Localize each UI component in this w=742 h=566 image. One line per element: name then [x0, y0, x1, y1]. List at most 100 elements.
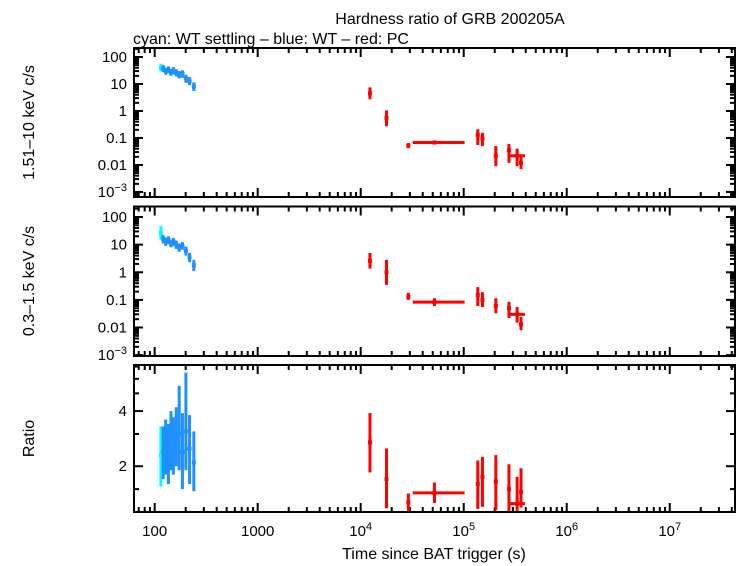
x-tick-label: 105	[452, 521, 475, 540]
data-point	[519, 322, 524, 327]
data-point	[506, 487, 511, 492]
data-point	[432, 140, 437, 145]
series-red	[367, 252, 525, 331]
panel-frame	[133, 47, 736, 198]
y-tick-label: 4	[119, 403, 127, 420]
data-point	[161, 66, 166, 71]
data-point	[183, 76, 188, 81]
data-point	[191, 84, 196, 89]
data-point	[191, 263, 196, 268]
chart-legend-line: cyan: WT settling – blue: WT – red: PC	[133, 31, 409, 48]
y-tick-label: 0.1	[106, 130, 127, 147]
data-point	[177, 72, 182, 77]
panel-frame	[133, 364, 736, 513]
data-point	[515, 312, 520, 317]
data-point	[158, 65, 163, 70]
data-point	[158, 453, 163, 458]
data-point	[168, 70, 173, 75]
y-axis-label-soft-band: 0.3–1.5 keV c/s	[21, 226, 38, 336]
data-point	[432, 300, 437, 305]
series-cyan	[158, 225, 163, 240]
data-point	[519, 489, 524, 494]
y-tick-label: 1	[119, 103, 127, 120]
data-point	[519, 160, 524, 165]
data-point	[183, 248, 188, 253]
panel-frame	[133, 205, 736, 357]
panel-soft-band: 100 10 1 0.1 0.01 10−3	[98, 205, 736, 364]
data-point	[180, 449, 185, 454]
y-tick-label: 10	[110, 76, 127, 93]
data-point	[168, 437, 173, 442]
data-point	[180, 243, 185, 248]
data-point	[174, 70, 179, 75]
panel-data-soft-band	[158, 225, 525, 331]
data-point	[163, 239, 168, 244]
data-point	[475, 293, 480, 298]
y-tick-label: 100	[102, 49, 127, 66]
y-axis-label-ratio: Ratio	[21, 420, 38, 457]
series-blue	[161, 65, 196, 91]
x-tick-label: 107	[658, 521, 681, 540]
data-point	[163, 443, 168, 448]
panel-data-hard-band	[158, 63, 525, 170]
data-point	[177, 245, 182, 250]
data-point	[171, 68, 176, 73]
chart-title: Hardness ratio of GRB 200205A	[335, 11, 565, 28]
series-cyan	[158, 426, 163, 487]
y-axis-label-hard-band: 1.51–10 keV c/s	[21, 65, 38, 180]
y-tick-label: 10−3	[98, 345, 127, 364]
series-blue	[161, 235, 196, 272]
y-tick-label: 2	[119, 458, 127, 475]
data-point	[177, 431, 182, 436]
data-point	[171, 239, 176, 244]
data-point	[166, 237, 171, 242]
data-point	[367, 91, 372, 96]
x-tick-label: 106	[555, 521, 578, 540]
data-point	[161, 449, 166, 454]
x-tick-label: 104	[349, 521, 372, 540]
data-point	[174, 242, 179, 247]
series-blue	[161, 372, 196, 492]
x-tick-label: 1000	[241, 523, 274, 540]
data-point	[166, 67, 171, 72]
data-point	[384, 477, 389, 482]
data-point	[158, 230, 163, 235]
y-tick-label: 0.1	[106, 292, 127, 309]
y-tick-label: 1	[119, 264, 127, 281]
series-cyan	[158, 63, 163, 72]
data-point	[180, 71, 185, 76]
data-point	[174, 434, 179, 439]
data-point	[515, 501, 520, 506]
x-tick-label: 100	[142, 523, 167, 540]
data-point	[480, 136, 485, 141]
data-point	[493, 304, 498, 309]
data-point	[161, 236, 166, 241]
data-point	[432, 490, 437, 495]
data-point	[480, 297, 485, 302]
data-point	[515, 153, 520, 158]
data-point	[171, 446, 176, 451]
data-point	[168, 241, 173, 246]
series-red	[367, 87, 525, 170]
data-point	[384, 270, 389, 275]
data-point	[475, 132, 480, 137]
y-tick-label: 0.01	[98, 157, 127, 174]
data-point	[166, 453, 171, 458]
data-point	[187, 78, 192, 83]
panel-data-ratio	[158, 372, 525, 511]
x-axis-label: Time since BAT trigger (s)	[342, 546, 526, 563]
data-point	[493, 153, 498, 158]
y-tick-label: 10−3	[98, 182, 127, 201]
y-tick-label: 0.01	[98, 320, 127, 337]
y-tick-label: 100	[102, 209, 127, 226]
series-red	[367, 413, 525, 511]
panel-ratio: 4 2 100 1000 104 105 106 107	[119, 364, 736, 540]
data-point	[406, 143, 411, 148]
data-point	[187, 446, 192, 451]
panel-hard-band: 100 10 1 0.1 0.01 10−3	[98, 47, 736, 201]
data-point	[191, 460, 196, 465]
data-point	[506, 306, 511, 311]
data-point	[163, 69, 168, 74]
